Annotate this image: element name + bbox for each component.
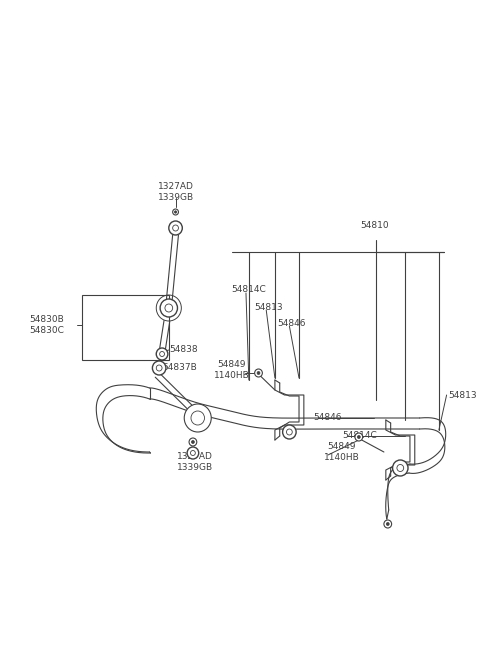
Text: 54814C: 54814C [342,430,377,440]
Circle shape [191,451,195,455]
Text: 54830B
54830C: 54830B 54830C [29,316,64,335]
Circle shape [187,447,199,459]
Bar [82,295,169,360]
Circle shape [355,433,363,441]
Circle shape [160,299,178,317]
Circle shape [393,460,408,476]
Circle shape [165,304,173,312]
Circle shape [174,211,177,213]
Circle shape [192,440,194,443]
Circle shape [156,348,168,360]
Text: 54838: 54838 [169,346,197,354]
Circle shape [160,352,165,356]
Circle shape [283,425,296,439]
Circle shape [255,369,263,377]
Circle shape [156,365,162,371]
Text: 1327AD
1339GB: 1327AD 1339GB [157,182,193,201]
Circle shape [173,209,179,215]
Circle shape [169,221,182,235]
Text: 54813: 54813 [255,302,283,312]
Circle shape [153,361,166,375]
Text: 54810: 54810 [360,220,389,230]
Circle shape [358,436,360,438]
Text: 54814C: 54814C [231,285,266,295]
Text: 54846: 54846 [277,319,305,327]
Circle shape [184,404,211,432]
Circle shape [191,411,204,425]
Text: 54846: 54846 [313,413,342,422]
Circle shape [384,520,392,528]
Text: 54813: 54813 [448,390,477,400]
Text: 54837B: 54837B [162,363,197,371]
Circle shape [173,225,179,231]
Circle shape [386,522,389,525]
Circle shape [257,371,260,375]
Circle shape [287,429,292,435]
Circle shape [189,438,197,446]
Circle shape [397,464,404,472]
Text: 54849
1140HB: 54849 1140HB [324,442,360,462]
Text: 1327AD
1339GB: 1327AD 1339GB [177,452,213,472]
Text: 54849
1140HB: 54849 1140HB [214,360,250,380]
